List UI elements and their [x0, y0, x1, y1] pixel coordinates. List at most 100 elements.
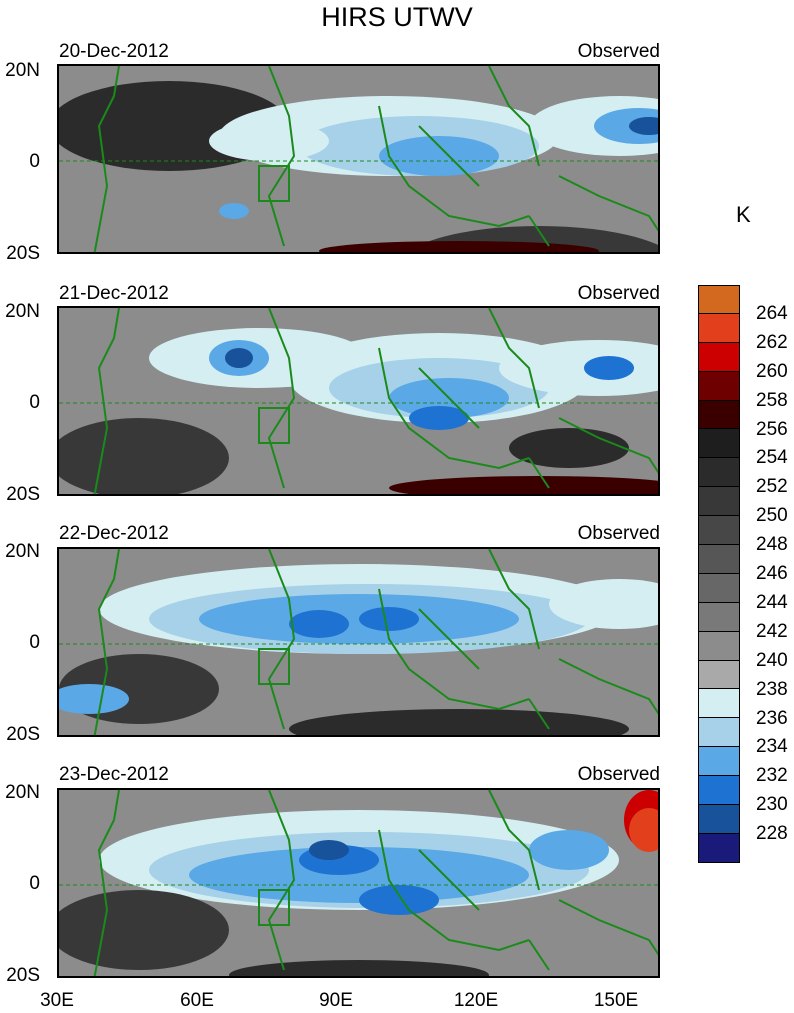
colorbar-swatch: [698, 718, 740, 748]
lat-label: 20S: [6, 243, 40, 264]
colorbar-swatch: [698, 458, 740, 488]
colorbar-tick-label: 248: [756, 534, 788, 556]
lat-label: 20S: [6, 724, 40, 745]
map-field: [59, 549, 658, 735]
colorbar-swatch: [698, 400, 740, 430]
lat-label: 20N: [5, 301, 40, 322]
lat-label: 0: [29, 151, 40, 172]
lat-label: 20N: [5, 782, 40, 803]
contour-region: [209, 121, 329, 161]
panel-date: 21-Dec-2012: [59, 283, 169, 304]
figure-title: HIRS UTWV: [321, 2, 473, 32]
contour-region: [289, 709, 629, 735]
colorbar-swatch: [698, 805, 740, 834]
coastline: [93, 790, 658, 976]
contour-region: [359, 885, 439, 915]
coastline: [93, 308, 658, 494]
colorbar-tick-label: 236: [756, 707, 788, 729]
colorbar-tick-label: 228: [756, 823, 788, 845]
lat-label: 20N: [5, 60, 40, 81]
contour-region: [509, 428, 629, 468]
region-box: [258, 648, 290, 685]
colorbar-swatch: [698, 516, 740, 546]
colorbar-swatch: [698, 833, 740, 863]
colorbar-tick-label: 244: [756, 591, 788, 613]
panel-label: Observed: [577, 283, 660, 304]
colorbar-swatch: [698, 573, 740, 603]
panel-date: 20-Dec-2012: [59, 41, 169, 62]
colorbar-tick-label: 240: [756, 649, 788, 671]
contour-region: [499, 340, 658, 396]
colorbar-tick-label: 246: [756, 563, 788, 584]
colorbar-tick-label: 252: [756, 476, 788, 498]
colorbar-swatch: [698, 429, 740, 459]
lat-label: 20S: [6, 484, 40, 505]
colorbar-tick-label: 250: [756, 505, 788, 527]
coastline: [93, 66, 658, 252]
contour-region: [379, 136, 499, 176]
contour-region: [219, 203, 249, 219]
panel-date: 23-Dec-2012: [59, 764, 169, 785]
lat-label: 0: [29, 632, 40, 653]
lat-label: 0: [29, 392, 40, 413]
region-box: [258, 165, 290, 202]
map-panel: [57, 788, 660, 978]
map-panel: [57, 547, 660, 737]
map-panel: [57, 306, 660, 496]
colorbar-tick-label: 260: [756, 360, 788, 382]
map-panel: [57, 64, 660, 254]
panel-label: Observed: [577, 764, 660, 785]
colorbar-swatch: [698, 660, 740, 690]
colorbar-tick-label: 258: [756, 389, 788, 411]
contour-region: [309, 840, 349, 860]
panel-label: Observed: [577, 523, 660, 544]
lon-label: 60E: [180, 990, 214, 1011]
colorbar-tick-label: 242: [756, 620, 788, 642]
colorbar-tick-label: 254: [756, 447, 788, 469]
colorbar-tick-label: 232: [756, 765, 788, 787]
colorbar-swatch: [698, 545, 740, 574]
region-box: [258, 407, 290, 444]
map-field: [59, 790, 658, 976]
contour-region: [59, 418, 229, 494]
lon-label: 150E: [593, 990, 639, 1011]
map-field: [59, 66, 658, 252]
colorbar-tick-label: 264: [756, 302, 788, 324]
contour-region: [629, 808, 658, 852]
contour-region: [409, 406, 469, 430]
colorbar-swatch: [698, 602, 740, 632]
contour-region: [594, 108, 658, 144]
colorbar-swatch: [698, 631, 740, 661]
colorbar-tick-label: 234: [756, 736, 788, 758]
colorbar: [698, 285, 740, 863]
panel-label: Observed: [577, 41, 660, 62]
lon-label: 120E: [453, 990, 499, 1011]
region-box: [258, 889, 290, 926]
contour-region: [359, 607, 419, 631]
lat-label: 20S: [6, 965, 40, 986]
lat-label: 20N: [5, 541, 40, 562]
colorbar-swatch: [698, 747, 740, 777]
panel-date: 22-Dec-2012: [59, 523, 169, 544]
contour-region: [629, 117, 658, 135]
contour-region: [549, 579, 658, 629]
contour-region: [529, 830, 609, 870]
map-field: [59, 308, 658, 494]
coastline: [93, 549, 658, 735]
colorbar-tick-label: 262: [756, 331, 788, 353]
colorbar-tick-label: 238: [756, 678, 788, 700]
colorbar-swatch: [698, 313, 740, 343]
colorbar-tick-label: 230: [756, 794, 788, 816]
contour-region: [389, 476, 658, 494]
contour-region: [59, 890, 229, 970]
contour-region: [59, 684, 129, 714]
lon-label: 90E: [319, 990, 353, 1011]
colorbar-swatch: [698, 371, 740, 401]
contour-region: [225, 348, 253, 368]
lat-label: 0: [29, 873, 40, 894]
lon-label: 30E: [40, 990, 74, 1011]
unit-label: K: [736, 202, 751, 227]
colorbar-swatch: [698, 285, 740, 314]
contour-region: [319, 241, 599, 252]
contour-region: [289, 610, 349, 638]
